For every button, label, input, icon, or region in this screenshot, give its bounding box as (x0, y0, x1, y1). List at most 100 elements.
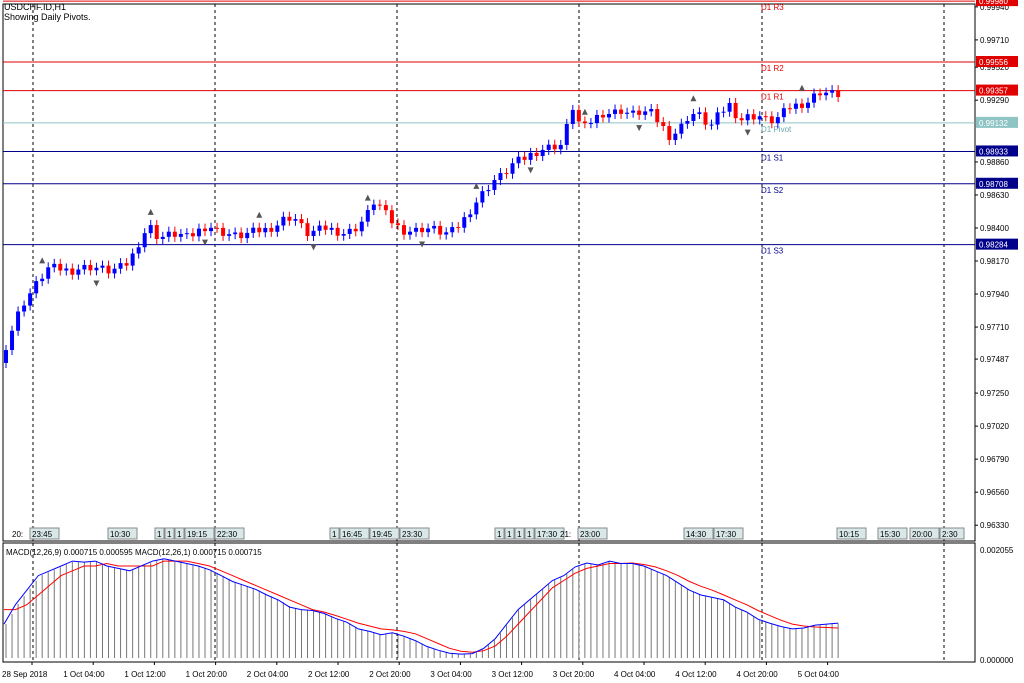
time-label-5: 1 (174, 527, 185, 540)
pivot-label: D1 R3 (761, 3, 784, 12)
time-label-box (214, 527, 245, 540)
x-axis-label: 4 Oct 12:00 (675, 670, 717, 679)
time-label-box (184, 527, 215, 540)
candle-body (275, 225, 280, 232)
fractal-down-marker (201, 239, 208, 246)
candle-body (685, 120, 690, 124)
time-label-text: 23:00 (580, 530, 601, 539)
time-label-6: 19:15 (184, 527, 215, 540)
candle-body (619, 109, 624, 114)
fractal-down-marker (527, 167, 534, 174)
candle-body (540, 149, 545, 156)
x-axis-label: 5 Oct 04:00 (798, 670, 840, 679)
candle-body (534, 152, 539, 156)
candle-body (576, 109, 581, 122)
time-label-box (154, 527, 165, 540)
candle-body (468, 214, 473, 218)
candle-body (4, 350, 8, 363)
candle-body (118, 263, 123, 269)
candle-body (727, 102, 732, 112)
candle-body (190, 233, 195, 237)
candle-body (679, 123, 684, 134)
time-label-box (399, 527, 430, 540)
time-label-box (164, 527, 175, 540)
candle-body (757, 116, 762, 120)
time-label-20: 17:30 (713, 527, 744, 540)
candle-body (335, 227, 340, 236)
price-panel-frame (2, 3, 976, 542)
candle-body (34, 281, 39, 294)
time-label-text: 1 (497, 530, 502, 539)
time-label-box (534, 527, 565, 540)
time-label-box (504, 527, 515, 540)
candle-body (751, 114, 756, 120)
candle-body (172, 231, 177, 237)
time-label-14: 1 (514, 527, 525, 540)
pivot-price-label: 0.98708 (979, 180, 1008, 189)
macd-title: MACD(12,26,9) 0.000715 0.000595 MACD(12,… (6, 548, 262, 557)
candle-body (245, 232, 250, 239)
candle-body (426, 228, 431, 233)
candle-body (106, 265, 111, 274)
candle-body (112, 268, 117, 274)
time-label-box (29, 527, 60, 540)
candle-body (643, 111, 648, 115)
time-label-box (524, 527, 535, 540)
candle-body (317, 225, 322, 231)
candle-body (456, 227, 461, 229)
candle-body (365, 210, 370, 222)
time-label-23: 20:00 (909, 527, 940, 540)
time-label-box (339, 527, 370, 540)
candle-body (709, 124, 714, 126)
fractal-up-marker (364, 194, 371, 201)
time-label-13: 1 (504, 527, 515, 540)
pivot-label: D1 R2 (761, 64, 784, 73)
x-axis-label: 28 Sep 2018 (2, 670, 48, 679)
pivot-price-label: 0.98933 (979, 147, 1008, 156)
candle-body (88, 264, 93, 271)
time-label-text: 22:30 (217, 530, 238, 539)
fractal-down-marker (636, 125, 643, 132)
time-label-box (683, 527, 714, 540)
candle-body (82, 264, 87, 270)
candle-body (600, 114, 605, 118)
candle-body (251, 227, 256, 233)
candle-body (474, 202, 479, 215)
x-axis-label: 2 Oct 20:00 (369, 670, 411, 679)
time-label-box (494, 527, 505, 540)
candle-body (721, 111, 726, 113)
fractal-up-marker (581, 108, 588, 115)
candle-body (130, 253, 135, 266)
time-label-text: 1 (177, 530, 182, 539)
time-label-text: 1 (167, 530, 172, 539)
candle-body (148, 225, 153, 234)
time-label-4: 1 (164, 527, 175, 540)
time-label-3: 1 (154, 527, 165, 540)
candle-body (492, 180, 497, 190)
candle-body (588, 123, 593, 125)
time-label-text: 19:15 (187, 530, 208, 539)
time-label-0: 20: (12, 530, 23, 539)
y-tick-label: 0.99710 (980, 36, 1009, 45)
fractal-up-marker (473, 182, 480, 189)
candle-body (305, 223, 310, 236)
candle-body (613, 109, 618, 114)
candle-body (504, 173, 509, 175)
candle-body (793, 103, 798, 109)
candle-body (787, 108, 792, 110)
candle-body (377, 204, 382, 206)
time-label-22: 15:30 (877, 527, 908, 540)
candle-body (323, 225, 328, 230)
pivot-label: D1 R1 (761, 93, 784, 102)
pivot-price-box-4 (976, 145, 1018, 157)
pivot-label: D1 S3 (761, 247, 784, 256)
candle-body (124, 263, 129, 266)
fractal-down-marker (744, 129, 751, 136)
y-tick-label: 0.99520 (980, 63, 1009, 72)
candle-body (733, 102, 738, 119)
candle-body (341, 233, 346, 236)
pivot-price-label: 0.98284 (979, 241, 1008, 250)
pivot-price-box-6 (976, 238, 1018, 250)
pivot-price-box-2 (976, 84, 1018, 96)
time-label-text: 10:15 (839, 530, 860, 539)
